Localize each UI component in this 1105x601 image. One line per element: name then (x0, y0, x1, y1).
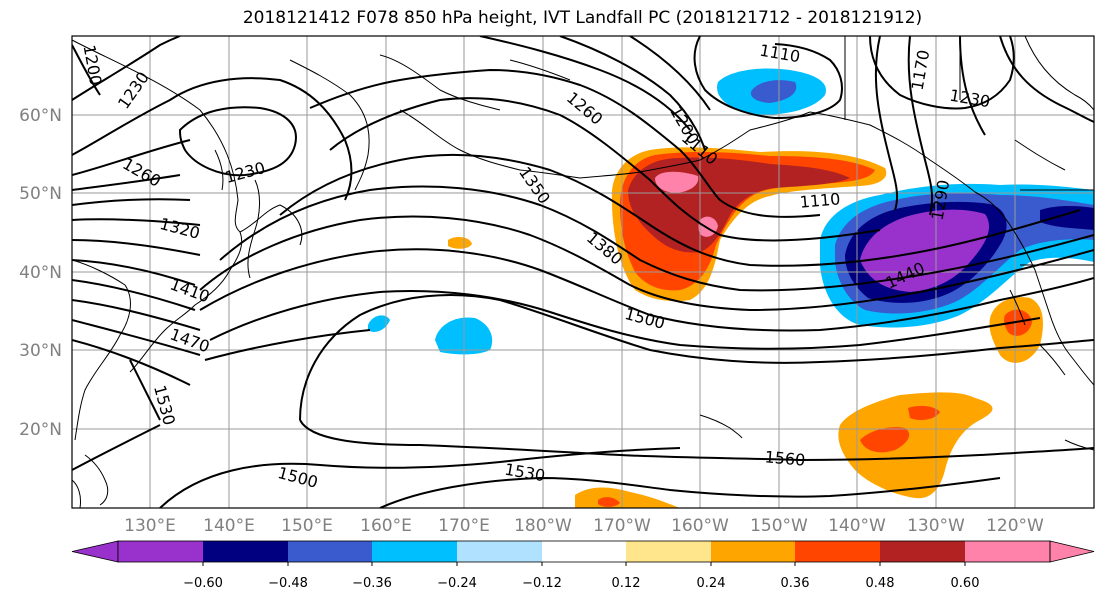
lon-label: 150°W (750, 516, 808, 536)
colorbar-segment (118, 541, 203, 562)
lon-label: 160°E (360, 516, 412, 536)
colorbar (71, 540, 1095, 563)
colorbar-segment (965, 541, 1050, 562)
lat-label: 50°N (19, 184, 62, 204)
coastlines (72, 36, 1094, 508)
lon-label: 140°E (203, 516, 255, 536)
colorbar-segment (203, 541, 288, 562)
lat-label: 20°N (19, 420, 62, 440)
longitude-labels: 130°E 140°E 150°E 160°E 170°E 180°W 170°W 160°W… (124, 516, 1044, 536)
ivt-positive-region-east (448, 236, 1043, 508)
height-contours (72, 36, 1094, 508)
contour-label: 1110 (799, 189, 841, 211)
colorbar-segment (626, 541, 711, 562)
ivt-negative-region-east-pacific (820, 183, 1094, 328)
ivt-positive-region-north-pacific (611, 147, 887, 302)
colorbar-segment (880, 541, 965, 562)
colorbar-tick-label: 0.24 (697, 576, 726, 591)
lon-label: 130°W (907, 516, 965, 536)
colorbar-tick-label: 0.36 (781, 576, 810, 591)
colorbar-tick-labels: −0.60 −0.48 −0.36 −0.24 −0.12 0.12 0.24 0.36 0.4… (183, 562, 979, 591)
colorbar-segment (795, 541, 880, 562)
ivt-negative-region-alaska (717, 68, 826, 115)
lon-label: 180°W (514, 516, 572, 536)
colorbar-segment (542, 541, 626, 562)
colorbar-tick-label: −0.24 (437, 576, 477, 591)
colorbar-tick-label: 0.48 (866, 576, 895, 591)
colorbar-segment (457, 541, 542, 562)
colorbar-tick-label: −0.36 (352, 576, 392, 591)
lon-label: 170°W (593, 516, 651, 536)
colorbar-arrow-low (71, 540, 119, 563)
latitude-labels: 60°N 50°N 40°N 30°N 20°N (19, 106, 62, 440)
contour-label: 1560 (764, 447, 806, 469)
lon-label: 130°E (124, 516, 176, 536)
colorbar-tick-label: −0.48 (268, 576, 308, 591)
colorbar-tick-label: 0.12 (612, 576, 641, 591)
colorbar-segment (288, 541, 372, 562)
colorbar-tick-label: −0.60 (183, 576, 223, 591)
lon-label: 160°W (671, 516, 729, 536)
lat-label: 60°N (19, 106, 62, 126)
colorbar-segment (711, 541, 795, 562)
colorbar-segment (372, 541, 457, 562)
lat-label: 40°N (19, 263, 62, 283)
map-title: 2018121412 F078 850 hPa height, IVT Land… (242, 8, 923, 28)
colorbar-arrow-high (1049, 540, 1095, 563)
lon-label: 140°W (828, 516, 886, 536)
map-frame (71, 35, 1095, 509)
lon-label: 170°E (438, 516, 490, 536)
lon-label: 150°E (281, 516, 333, 536)
colorbar-tick-label: 0.60 (951, 576, 980, 591)
lat-label: 30°N (19, 341, 62, 361)
colorbar-tick-label: −0.12 (522, 576, 562, 591)
colorbar-frame (117, 540, 1051, 563)
lon-label: 120°W (986, 516, 1044, 536)
